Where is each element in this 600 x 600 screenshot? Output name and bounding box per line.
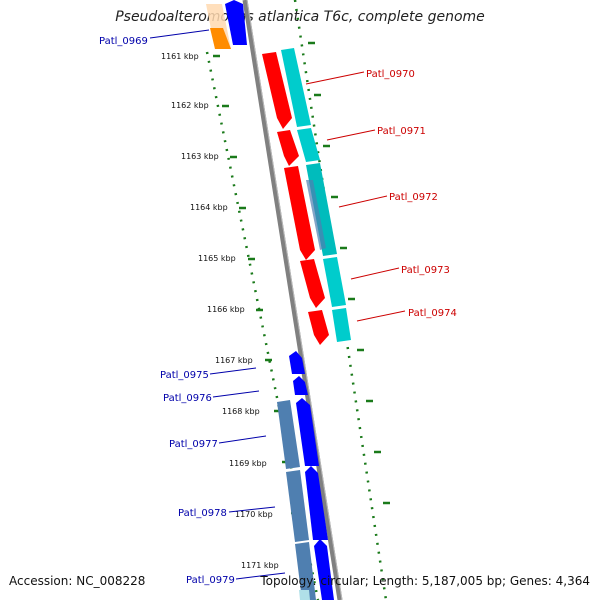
backbone-highlight	[246, 0, 343, 600]
cds-patl-0974	[332, 308, 351, 342]
tick-label-1165: 1165 kbp	[198, 254, 236, 263]
cds-patl-0973	[323, 257, 346, 307]
gene-patl-0973	[300, 259, 325, 308]
gene-patl-0978	[305, 466, 328, 540]
label-patl-0972: Patl_0972	[389, 192, 438, 203]
tick-label-1168: 1168 kbp	[222, 407, 260, 416]
cds-patl-0972-shade	[306, 180, 326, 250]
gene-patl-0971	[277, 130, 299, 166]
cds-patl-0977	[277, 400, 300, 469]
label-patl-0977: Patl_0977	[169, 439, 218, 450]
tick-labels: 1161 kbp 1162 kbp 1163 kbp 1164 kbp 1165…	[161, 52, 279, 570]
label-patl-0970: Patl_0970	[366, 69, 415, 80]
cds-patl-0971	[297, 128, 320, 162]
gene-patl-0974	[308, 310, 329, 345]
label-patl-0978: Patl_0978	[178, 508, 227, 519]
tick-label-1169: 1169 kbp	[229, 459, 267, 468]
label-patl-0975: Patl_0975	[160, 370, 209, 381]
cds-patl-0979	[295, 542, 316, 600]
right-dotted-guide	[293, 0, 388, 600]
gene-patl-0979	[314, 539, 334, 600]
tick-label-1171: 1171 kbp	[241, 561, 279, 570]
reverse-strand-genes	[289, 351, 334, 600]
cds-patl-0978	[286, 470, 309, 542]
label-patl-0971: Patl_0971	[377, 126, 426, 137]
label-patl-0979: Patl_0979	[186, 575, 235, 586]
accession-text: Accession: NC_008228	[9, 574, 146, 588]
label-patl-0969: Patl_0969	[99, 36, 148, 47]
tick-label-1161: 1161 kbp	[161, 52, 199, 61]
tick-label-1166: 1166 kbp	[207, 305, 245, 314]
gene-patl-0975	[289, 351, 305, 374]
leader-lines	[149, 29, 406, 580]
label-patl-0976: Patl_0976	[163, 393, 212, 404]
genome-summary-text: Topology: circular; Length: 5,187,005 bp…	[260, 574, 590, 588]
tick-label-1170: 1170 kbp	[235, 510, 273, 519]
gene-patl-0977	[296, 398, 319, 466]
gene-labels: Patl_0969 Patl_0970 Patl_0971 Patl_0972 …	[99, 36, 457, 586]
cds-patl-0970	[281, 48, 311, 127]
gene-patl-0972	[284, 166, 315, 260]
map-title: Pseudoalteromonas atlantica T6c, complet…	[115, 9, 485, 25]
tick-label-1162: 1162 kbp	[171, 101, 209, 110]
label-patl-0973: Patl_0973	[401, 265, 450, 276]
reverse-strand-cds	[277, 400, 316, 600]
forward-strand-genes	[262, 52, 329, 345]
left-dotted-guide	[205, 51, 320, 600]
gene-patl-0969-region	[206, 0, 247, 49]
backbone-axis	[242, 0, 343, 600]
forward-strand-cds	[281, 48, 351, 342]
tick-label-1163: 1163 kbp	[181, 152, 219, 161]
label-patl-0974: Patl_0974	[408, 308, 457, 319]
orange-gene-fill	[210, 28, 231, 49]
blue-gene-top	[225, 0, 247, 45]
tick-label-1164: 1164 kbp	[190, 203, 228, 212]
cds-highlight	[299, 590, 310, 600]
gene-patl-0970	[262, 52, 292, 129]
tick-label-1167: 1167 kbp	[215, 356, 253, 365]
gene-patl-0976	[293, 376, 308, 395]
